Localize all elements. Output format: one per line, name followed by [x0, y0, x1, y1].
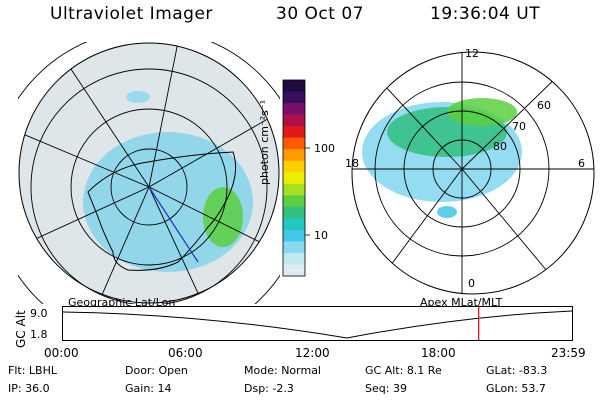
geo-meridians — [19, 43, 279, 303]
alt-strip-y-label: GC Alt — [14, 310, 28, 348]
alt-strip-tick-1-8: 1.8 — [30, 328, 48, 341]
colorbar-step — [283, 114, 305, 127]
status-mode: Mode: Normal — [244, 364, 321, 377]
mlt-label-18: 18 — [345, 157, 359, 170]
status-glon: GLon: 53.7 — [486, 382, 546, 395]
status-ip: IP: 36.0 — [8, 382, 50, 395]
status-seq: Seq: 39 — [365, 382, 407, 395]
colorbar-tick-10: 10 — [314, 229, 328, 242]
colorbar-step — [283, 206, 305, 219]
geographic-map — [18, 42, 280, 304]
observation-date: 30 Oct 07 — [276, 4, 364, 24]
mlt-label-6: 6 — [578, 157, 585, 170]
x-tick-1800: 18:00 — [421, 346, 456, 360]
x-tick-2359: 23:59 — [551, 346, 586, 360]
colorbar-step — [283, 172, 305, 185]
mlt-label-0: 0 — [468, 277, 475, 290]
observation-time: 19:36:04 UT — [430, 4, 541, 24]
colorbar-tick-100: 100 — [314, 142, 335, 155]
mlat-label-70: 70 — [512, 120, 526, 133]
status-gc-alt: GC Alt: 8.1 Re — [365, 364, 442, 377]
colorbar-step — [283, 264, 305, 277]
altitude-curve — [62, 310, 573, 339]
status-filter: Flt: LBHL — [8, 364, 57, 377]
status-glat-label: GLat: — [486, 364, 516, 377]
colorbar-step — [283, 241, 305, 254]
colorbar-step — [283, 252, 305, 265]
status-seq-label: Seq: — [365, 382, 390, 395]
colorbar-step — [283, 195, 305, 208]
status-gc-alt-value: 8.1 Re — [406, 364, 442, 377]
geo-aurora-patch — [126, 91, 150, 103]
app-title: Ultraviolet Imager — [50, 4, 213, 24]
colorbar-step — [283, 149, 305, 162]
magnetic-map — [351, 51, 595, 295]
status-ip-label: IP: — [8, 382, 22, 395]
status-mode-value: Normal — [281, 364, 321, 377]
status-dsp-label: Dsp: — [244, 382, 269, 395]
colorbar-step — [283, 80, 305, 93]
status-door: Door: Open — [125, 364, 188, 377]
alt-strip-tick-9: 9.0 — [30, 307, 48, 320]
colorbar — [282, 79, 310, 277]
status-seq-value: 39 — [392, 382, 407, 395]
status-dsp-value: -2.3 — [272, 382, 294, 395]
status-filter-label: Flt: — [8, 364, 26, 377]
status-mode-label: Mode: — [244, 364, 278, 377]
colorbar-step — [283, 126, 305, 139]
status-glat-value: -83.3 — [518, 364, 548, 377]
colorbar-step — [283, 91, 305, 104]
status-gain: Gain: 14 — [125, 382, 172, 395]
status-glon-label: GLon: — [486, 382, 518, 395]
x-tick-1200: 12:00 — [295, 346, 330, 360]
status-filter-value: LBHL — [28, 364, 57, 377]
mag-aurora-patch — [437, 206, 457, 218]
mlt-label-12: 12 — [465, 47, 479, 60]
colorbar-step — [283, 103, 305, 116]
colorbar-step — [283, 229, 305, 242]
geo-latitude-rings — [18, 42, 280, 304]
colorbar-step — [283, 183, 305, 196]
status-glat: GLat: -83.3 — [486, 364, 547, 377]
colorbar-step — [283, 218, 305, 231]
status-gc-alt-label: GC Alt: — [365, 364, 404, 377]
status-glon-value: 53.7 — [521, 382, 546, 395]
colorbar-step — [283, 137, 305, 150]
altitude-strip — [62, 306, 573, 341]
mlat-label-80: 80 — [493, 140, 507, 153]
status-door-label: Door: — [125, 364, 155, 377]
status-gain-label: Gain: — [125, 382, 154, 395]
status-gain-value: 14 — [157, 382, 172, 395]
status-ip-value: 36.0 — [25, 382, 50, 395]
colorbar-unit-label: photon cm⁻²s⁻¹ — [258, 99, 271, 185]
status-door-value: Open — [158, 364, 188, 377]
x-tick-0600: 06:00 — [168, 346, 203, 360]
mag-aurora-green — [447, 98, 517, 126]
mag-map-caption: Apex MLat/MLT — [420, 296, 503, 309]
status-dsp: Dsp: -2.3 — [244, 382, 294, 395]
x-tick-0000: 00:00 — [44, 346, 79, 360]
geo-map-caption: Geographic Lat/Lon — [68, 296, 176, 309]
geo-terminator-line — [148, 186, 199, 263]
colorbar-step — [283, 160, 305, 173]
antarctica-outline — [87, 151, 237, 271]
mlat-label-60: 60 — [537, 99, 551, 112]
